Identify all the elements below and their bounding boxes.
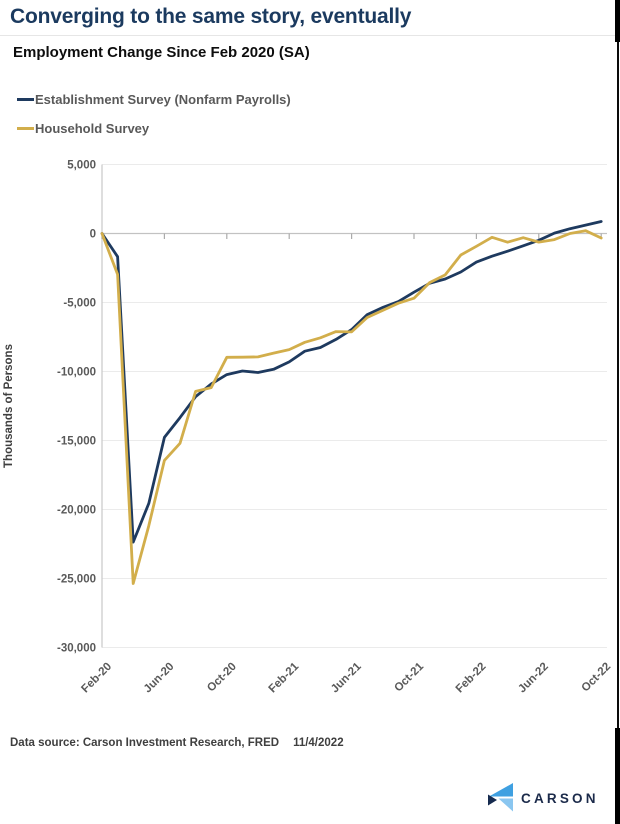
svg-text:5,000: 5,000: [67, 160, 96, 172]
svg-text:0: 0: [90, 229, 96, 241]
svg-text:-25,000: -25,000: [57, 574, 96, 586]
svg-text:Jun-22: Jun-22: [516, 661, 551, 696]
logo-dark-triangle: [488, 794, 497, 806]
right-edge-line: [616, 0, 619, 824]
svg-text:-10,000: -10,000: [57, 367, 96, 379]
data-source-note: Data source: Carson Investment Research,…: [10, 737, 344, 749]
svg-text:Feb-22: Feb-22: [454, 661, 489, 696]
svg-text:Oct-20: Oct-20: [205, 661, 239, 695]
svg-text:Jun-20: Jun-20: [142, 661, 177, 696]
svg-text:Jun-21: Jun-21: [329, 660, 364, 695]
household-line-swatch: [17, 127, 34, 130]
page-title: Converging to the same story, eventually: [10, 5, 412, 28]
svg-text:Oct-22: Oct-22: [580, 661, 614, 695]
right-edge-marker-bottom: [615, 728, 620, 824]
legend-item-establishment: Establishment Survey (Nonfarm Payrolls): [17, 85, 291, 114]
right-edge-marker-top: [615, 0, 620, 42]
carson-logo-text: CARSON: [521, 790, 599, 806]
as-of-date: 11/4/2022: [293, 737, 344, 749]
data-source-text: Data source: Carson Investment Research,…: [10, 737, 280, 749]
svg-text:-15,000: -15,000: [57, 436, 96, 448]
svg-text:-5,000: -5,000: [63, 298, 96, 310]
carson-logo-icon: [488, 783, 513, 812]
chart-legend: Establishment Survey (Nonfarm Payrolls) …: [17, 85, 291, 143]
legend-item-household: Household Survey: [17, 114, 291, 143]
logo-top-triangle: [489, 783, 513, 797]
svg-text:Feb-20: Feb-20: [79, 661, 114, 696]
logo-bottom-triangle: [498, 798, 513, 812]
title-divider: [0, 35, 620, 36]
chart-subtitle: Employment Change Since Feb 2020 (SA): [13, 44, 310, 61]
svg-text:Oct-21: Oct-21: [392, 660, 426, 694]
y-axis-title: Thousands of Persons: [3, 344, 15, 468]
legend-label: Establishment Survey (Nonfarm Payrolls): [35, 92, 291, 107]
carson-logo: CARSON: [486, 782, 599, 814]
legend-label: Household Survey: [35, 121, 150, 136]
svg-text:-20,000: -20,000: [57, 505, 96, 517]
svg-text:-30,000: -30,000: [57, 643, 96, 655]
svg-text:Feb-21: Feb-21: [267, 660, 302, 695]
establishment-line-swatch: [17, 98, 34, 101]
